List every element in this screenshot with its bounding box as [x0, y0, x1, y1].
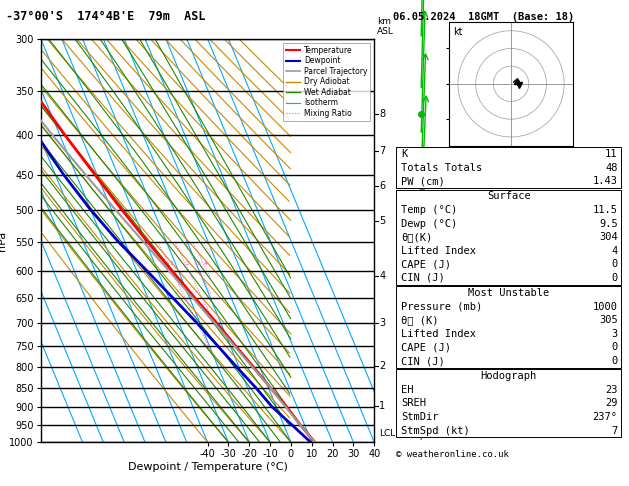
- Text: 11: 11: [605, 149, 618, 159]
- Text: 0: 0: [611, 260, 618, 269]
- Text: StmSpd (kt): StmSpd (kt): [401, 426, 470, 435]
- Text: kt: kt: [453, 27, 462, 37]
- Text: Temp (°C): Temp (°C): [401, 205, 457, 215]
- Text: CAPE (J): CAPE (J): [401, 260, 451, 269]
- Text: 4: 4: [611, 246, 618, 256]
- Text: PW (cm): PW (cm): [401, 176, 445, 186]
- Text: 8: 8: [379, 109, 386, 119]
- Text: 4: 4: [204, 261, 208, 266]
- Text: CIN (J): CIN (J): [401, 356, 445, 366]
- Text: © weatheronline.co.uk: © weatheronline.co.uk: [396, 450, 509, 459]
- Legend: Temperature, Dewpoint, Parcel Trajectory, Dry Adiobat, Wet Adiabat, Isotherm, Mi: Temperature, Dewpoint, Parcel Trajectory…: [283, 43, 370, 121]
- Text: K: K: [401, 149, 408, 159]
- Text: 11.5: 11.5: [593, 205, 618, 215]
- Text: Dewp (°C): Dewp (°C): [401, 219, 457, 228]
- Text: θᴇ (K): θᴇ (K): [401, 315, 439, 325]
- Text: 6: 6: [379, 181, 386, 191]
- Text: Lifted Index: Lifted Index: [401, 329, 476, 339]
- Text: EH: EH: [401, 385, 414, 395]
- Text: 237°: 237°: [593, 412, 618, 422]
- Text: 304: 304: [599, 232, 618, 242]
- Text: StmDir: StmDir: [401, 412, 439, 422]
- Text: Most Unstable: Most Unstable: [468, 288, 550, 298]
- Text: 7: 7: [379, 146, 386, 156]
- Text: 5: 5: [379, 216, 386, 226]
- Text: CAPE (J): CAPE (J): [401, 343, 451, 352]
- Text: 9.5: 9.5: [599, 219, 618, 228]
- Text: 06.05.2024  18GMT  (Base: 18): 06.05.2024 18GMT (Base: 18): [393, 12, 574, 22]
- Text: 48: 48: [605, 163, 618, 173]
- Text: -37°00'S  174°4B'E  79m  ASL: -37°00'S 174°4B'E 79m ASL: [6, 10, 206, 23]
- Text: 3: 3: [611, 329, 618, 339]
- Text: 0: 0: [611, 343, 618, 352]
- Text: Lifted Index: Lifted Index: [401, 246, 476, 256]
- Text: 1: 1: [169, 261, 173, 266]
- Text: SREH: SREH: [401, 399, 426, 408]
- Text: 0: 0: [611, 356, 618, 366]
- Text: 2: 2: [379, 361, 386, 371]
- X-axis label: Dewpoint / Temperature (°C): Dewpoint / Temperature (°C): [128, 462, 287, 472]
- Text: Mixing Ratio (g/kg): Mixing Ratio (g/kg): [404, 198, 413, 283]
- Y-axis label: hPa: hPa: [0, 230, 7, 251]
- Text: 3: 3: [379, 318, 386, 328]
- Text: 305: 305: [599, 315, 618, 325]
- Text: LCL: LCL: [379, 429, 395, 437]
- Text: 0: 0: [611, 273, 618, 283]
- Text: θᴇ(K): θᴇ(K): [401, 232, 433, 242]
- Text: Totals Totals: Totals Totals: [401, 163, 482, 173]
- Text: 1000: 1000: [593, 302, 618, 312]
- Text: km
ASL: km ASL: [377, 17, 394, 36]
- Text: 2: 2: [186, 261, 190, 266]
- Text: Pressure (mb): Pressure (mb): [401, 302, 482, 312]
- Text: 3: 3: [196, 261, 200, 266]
- Text: 23: 23: [605, 385, 618, 395]
- Text: 1: 1: [379, 401, 386, 411]
- Text: 4: 4: [379, 271, 386, 281]
- Text: Hodograph: Hodograph: [481, 371, 537, 381]
- Text: 29: 29: [605, 399, 618, 408]
- Text: CIN (J): CIN (J): [401, 273, 445, 283]
- Text: 1.43: 1.43: [593, 176, 618, 186]
- Text: Surface: Surface: [487, 191, 531, 201]
- Text: 7: 7: [611, 426, 618, 435]
